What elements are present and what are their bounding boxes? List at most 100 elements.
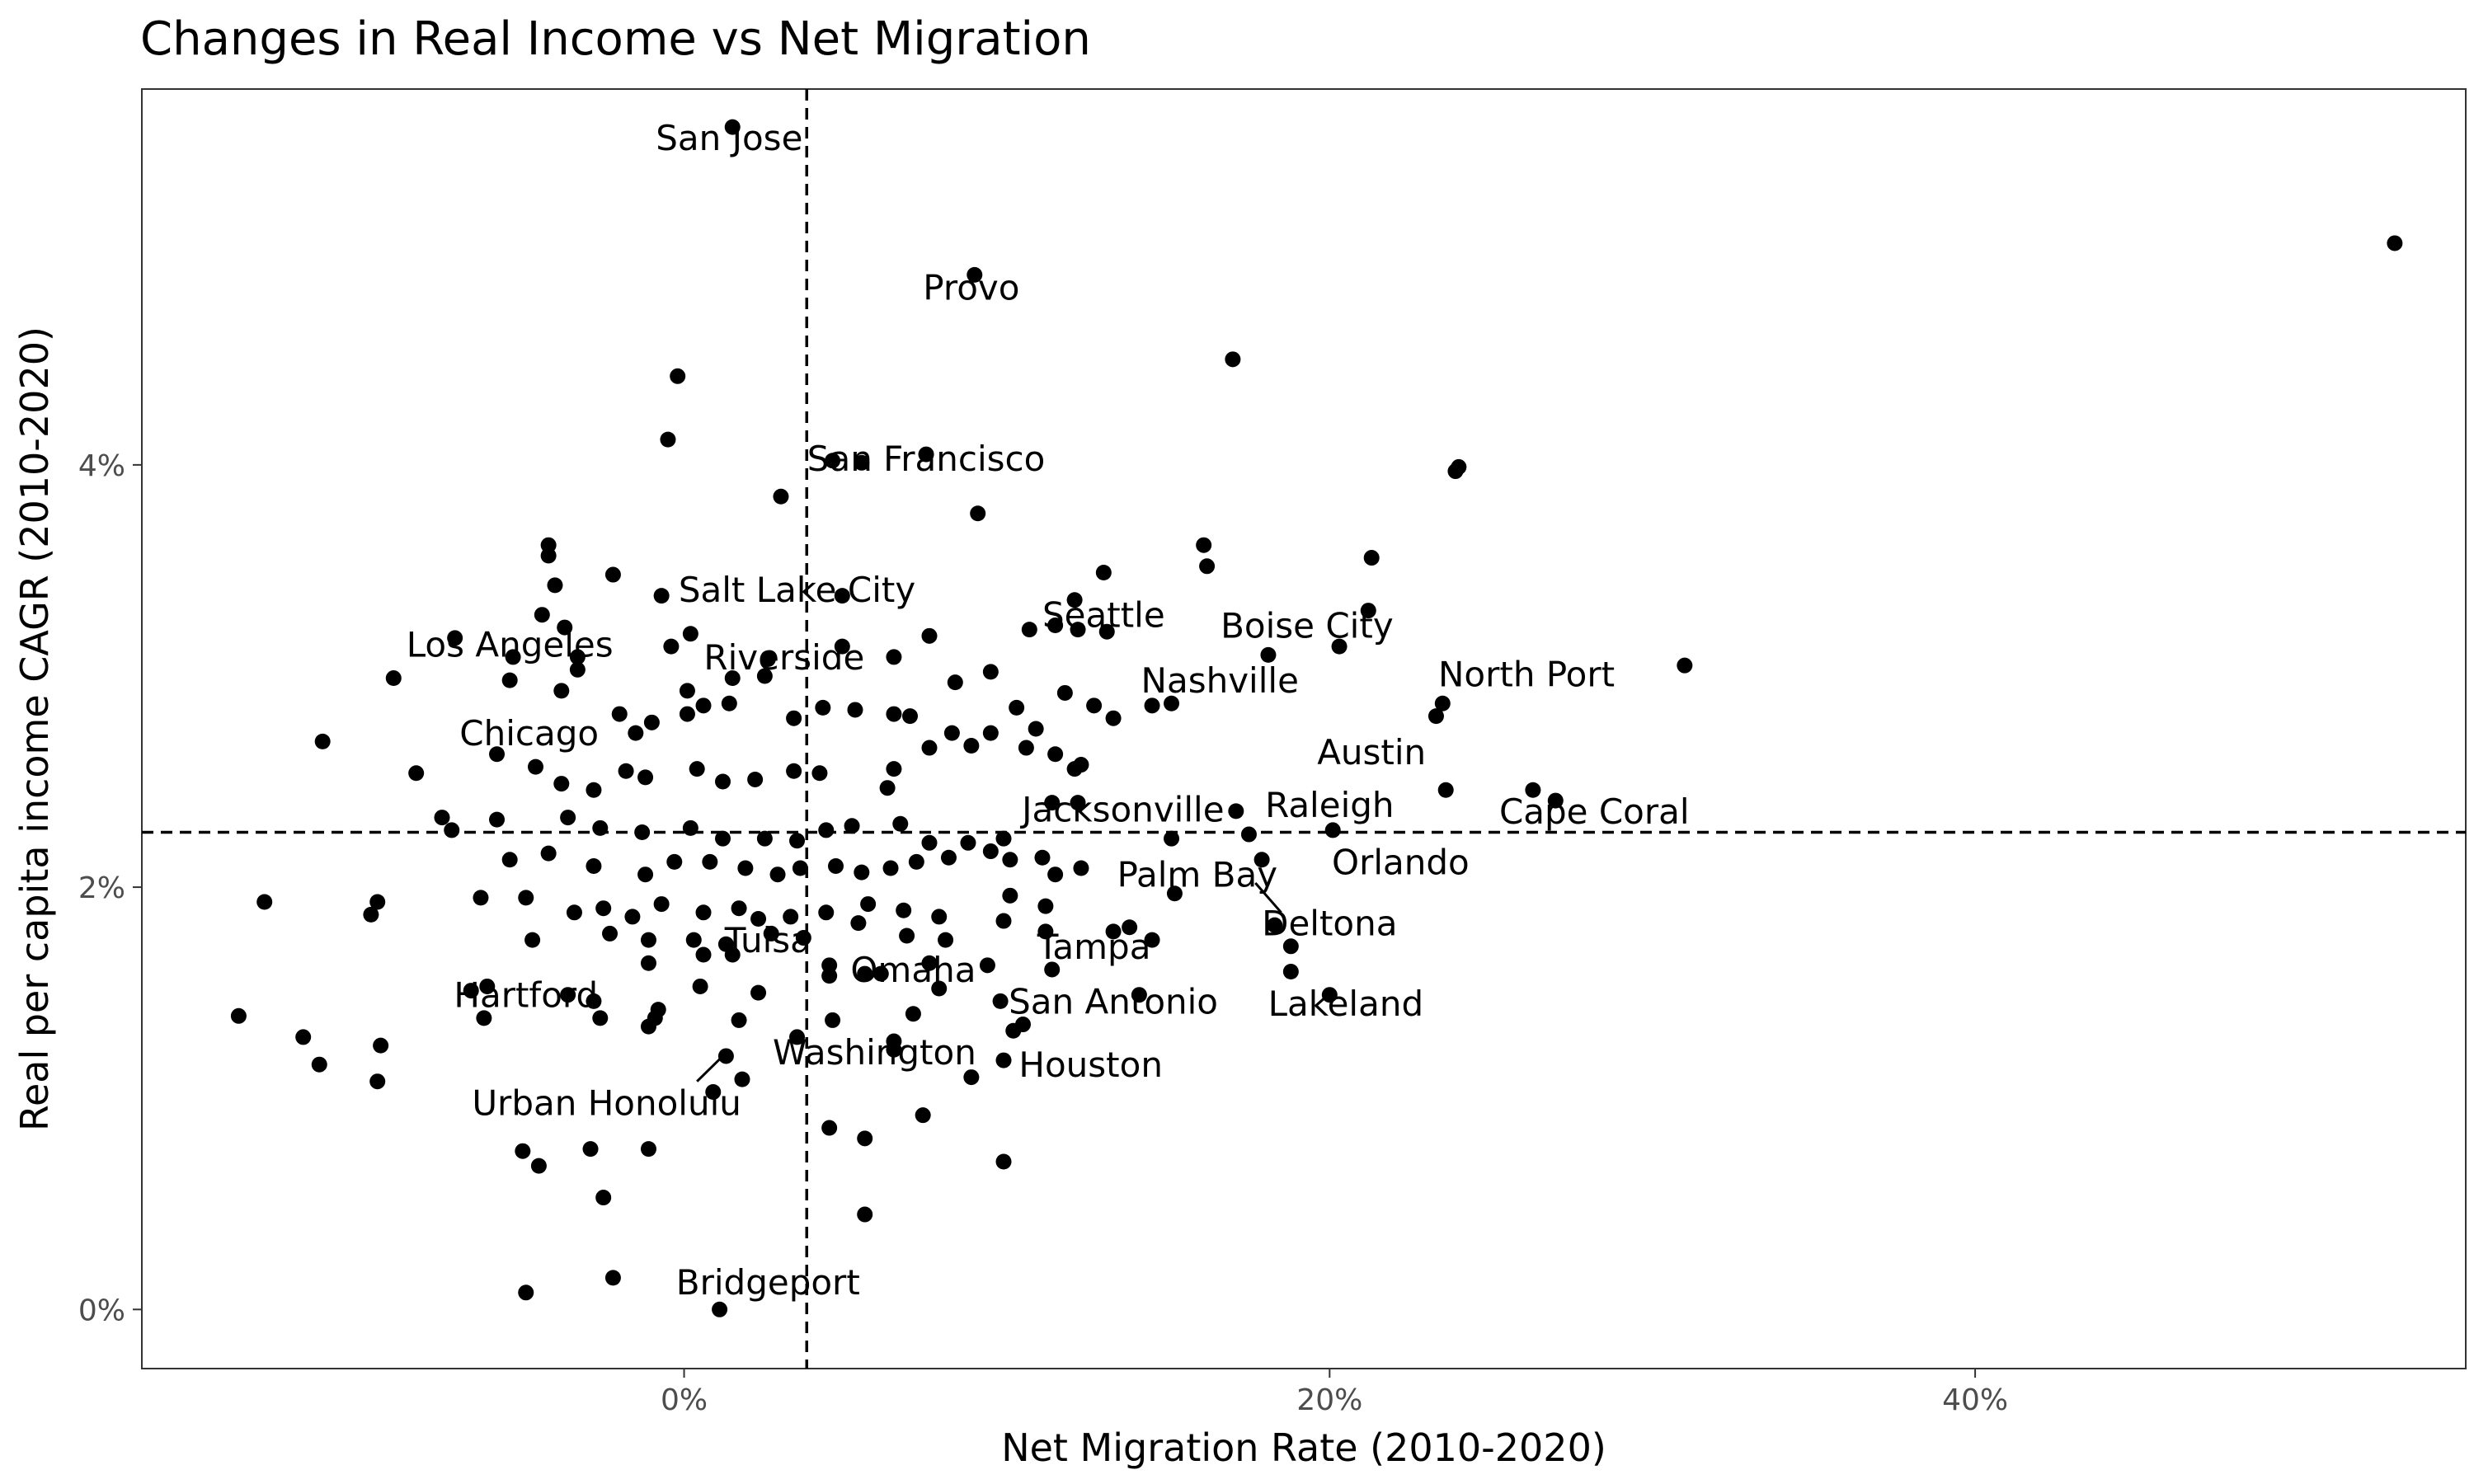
city-label: Palm Bay <box>1117 855 1278 895</box>
data-point <box>640 1141 656 1158</box>
data-point <box>530 1158 547 1174</box>
data-point <box>818 904 835 921</box>
city-label: Salt Lake City <box>679 570 915 610</box>
data-point <box>982 843 999 860</box>
city-label: San Jose <box>656 118 802 158</box>
data-point <box>918 446 934 463</box>
data-point <box>1144 932 1160 948</box>
data-point <box>553 683 570 699</box>
data-point <box>921 627 938 644</box>
data-point <box>940 849 957 866</box>
data-point <box>373 1037 389 1054</box>
data-point <box>604 566 621 583</box>
data-point <box>702 853 718 870</box>
data-point <box>363 906 379 923</box>
data-point <box>970 505 986 522</box>
data-point <box>834 588 850 604</box>
data-point <box>1021 622 1037 638</box>
data-point <box>295 1029 312 1045</box>
data-point <box>1056 684 1073 701</box>
data-point <box>995 1052 1012 1068</box>
data-point <box>1164 695 1180 711</box>
data-point <box>1437 782 1454 798</box>
data-point <box>1122 919 1138 936</box>
city-label: Nashville <box>1141 660 1299 701</box>
data-point <box>602 925 618 942</box>
x-axis-ticks: 0% 20% 40% <box>661 1369 2008 1417</box>
data-point <box>1047 618 1064 634</box>
data-point <box>1282 964 1299 980</box>
city-labels: San Jose Provo San Francisco Salt Lake City… <box>407 118 1690 1303</box>
data-point <box>1098 623 1115 640</box>
data-point <box>847 702 863 718</box>
data-point <box>931 980 948 997</box>
data-point <box>982 725 999 741</box>
data-point <box>1677 657 1693 674</box>
data-point <box>1434 695 1451 711</box>
data-point <box>618 763 634 779</box>
data-point <box>1037 923 1054 940</box>
data-point <box>886 1041 902 1058</box>
data-point <box>908 853 924 870</box>
data-point <box>857 965 873 982</box>
data-point <box>1547 792 1564 809</box>
data-point <box>1095 564 1112 580</box>
data-point <box>604 1270 621 1286</box>
y-tick-label: 0% <box>78 1294 125 1327</box>
data-point <box>721 695 737 711</box>
data-point <box>1267 917 1283 933</box>
data-point <box>653 588 670 604</box>
data-point <box>566 904 582 921</box>
data-point <box>737 860 754 876</box>
city-label: San Antonio <box>1009 981 1218 1021</box>
data-point <box>592 1010 609 1026</box>
data-point <box>825 453 841 469</box>
data-point <box>518 1284 534 1301</box>
data-point <box>553 776 570 792</box>
data-point <box>821 968 838 984</box>
data-point <box>815 699 831 716</box>
data-point <box>311 1056 327 1073</box>
data-point <box>634 824 651 840</box>
data-point <box>592 819 609 836</box>
data-point <box>682 819 698 836</box>
city-label: Tampa <box>1037 927 1151 967</box>
data-point <box>447 630 463 646</box>
city-label: Bridgeport <box>676 1262 860 1303</box>
data-point <box>1002 887 1018 904</box>
data-point <box>1324 822 1341 838</box>
data-point <box>1225 351 1241 368</box>
data-point <box>653 896 670 913</box>
data-point <box>789 1029 806 1045</box>
x-axis-title: Net Migration Rate (2010-2020) <box>1001 1425 1606 1470</box>
data-point <box>524 932 541 948</box>
data-point <box>663 638 680 655</box>
data-point <box>679 706 695 722</box>
data-point <box>731 1012 747 1028</box>
city-label: Urban Honolulu <box>472 1082 741 1123</box>
city-label: San Francisco <box>807 439 1046 479</box>
data-point <box>827 857 844 874</box>
city-label: Seattle <box>1042 595 1165 636</box>
data-point <box>679 683 695 699</box>
city-label: Hartford <box>454 975 598 1016</box>
data-point <box>1260 646 1277 663</box>
y-axis-title: Real per capita income CAGR (2010-2020) <box>12 326 57 1131</box>
data-point <box>811 765 828 782</box>
data-point <box>857 1130 873 1147</box>
data-point <box>995 913 1012 929</box>
data-point <box>872 965 889 982</box>
data-point <box>256 894 273 910</box>
data-point <box>1044 961 1061 978</box>
data-point <box>886 761 902 777</box>
city-label: Chicago <box>459 713 599 754</box>
data-point <box>1363 550 1380 566</box>
data-point <box>640 955 656 971</box>
data-point <box>369 1073 386 1090</box>
data-point <box>1073 860 1089 876</box>
data-point <box>921 834 938 851</box>
city-label: Jacksonville <box>1019 789 1224 829</box>
data-point <box>230 1007 247 1024</box>
data-point <box>685 932 702 948</box>
